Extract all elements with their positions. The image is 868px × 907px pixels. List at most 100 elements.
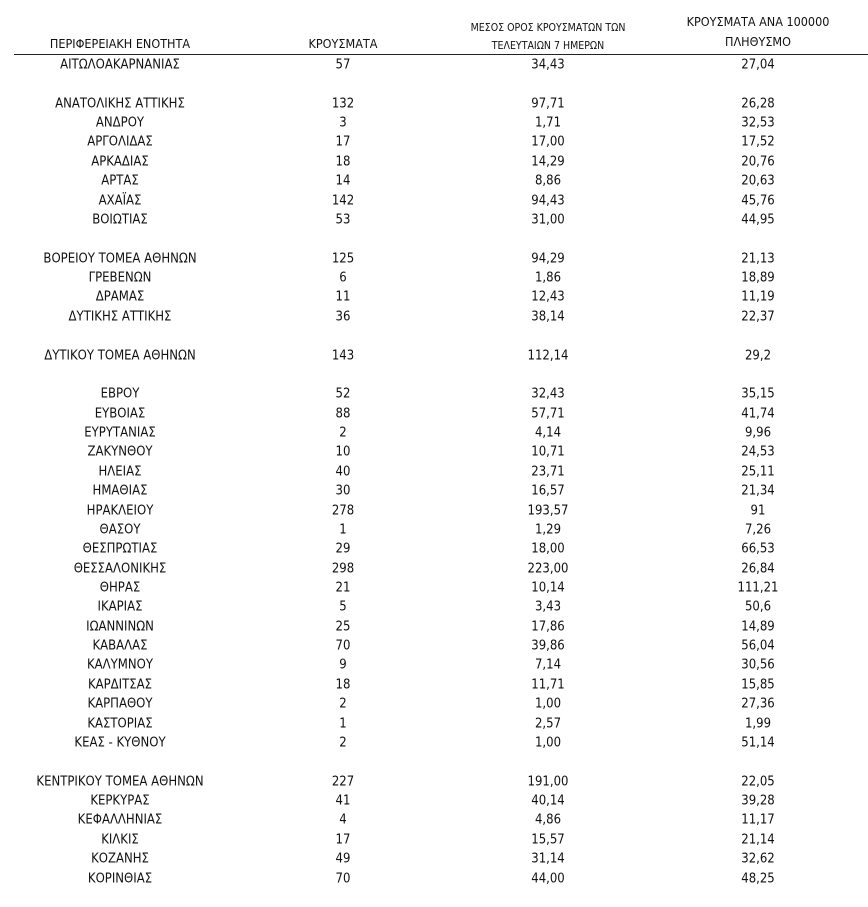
region: ΘΕΣΠΡΩΤΙΑΣ: [82, 541, 158, 557]
seven-day-average: 18,00: [531, 541, 565, 557]
header-cell: ΚΡΟΥΣΜΑΤΑ ΑΝΑ 100000: [686, 13, 830, 29]
cases-per-100k: 7,26: [744, 522, 772, 538]
seven-day-average: 31,14: [531, 851, 565, 867]
region: ΓΡΕΒΕΝΩΝ: [88, 270, 152, 286]
cases-per-100k: 27,36: [741, 696, 775, 712]
cases: 57: [335, 57, 351, 73]
cases-per-100k: 18,89: [741, 270, 775, 286]
seven-day-average: 4,86: [534, 812, 562, 828]
cases-per-100k: 14,89: [741, 619, 775, 635]
cases: 3: [339, 115, 347, 131]
region: ΚΑΒΑΛΑΣ: [92, 638, 148, 654]
cases-per-100k: 48,25: [741, 871, 775, 887]
cases-per-100k: 22,37: [741, 309, 775, 325]
cases-per-100k: 11,19: [741, 289, 775, 305]
seven-day-average: 12,43: [531, 289, 565, 305]
cases-per-100k: 30,56: [741, 657, 775, 673]
cases: 1: [339, 716, 347, 732]
seven-day-average: 3,43: [534, 599, 562, 615]
seven-day-average: 4,14: [534, 425, 562, 441]
cases: 40: [335, 464, 351, 480]
cases-per-100k: 20,76: [741, 154, 775, 170]
region: ΚΟΡΙΝΘΙΑΣ: [87, 871, 153, 887]
region: ΙΩΑΝΝΙΝΩΝ: [86, 619, 154, 635]
cases-per-100k: 9,96: [744, 425, 772, 441]
cases-per-100k: 26,28: [741, 96, 775, 112]
seven-day-average: 31,00: [531, 212, 565, 228]
region: ΖΑΚΥΝΘΟΥ: [87, 444, 153, 460]
cases-per-100k: 56,04: [741, 638, 775, 654]
seven-day-average: 191,00: [527, 774, 569, 790]
region: ΚΕΑΣ - ΚΥΘΝΟΥ: [74, 735, 166, 751]
cases: 142: [331, 193, 355, 209]
cases-per-100k: 1,99: [744, 716, 772, 732]
region: ΑΝΑΤΟΛΙΚΗΣ ΑΤΤΙΚΗΣ: [55, 96, 185, 112]
cases: 5: [339, 599, 347, 615]
cases-per-100k: 35,15: [741, 386, 775, 402]
cases: 2: [339, 425, 347, 441]
header-rule: [14, 54, 868, 55]
region: ΕΒΡΟΥ: [100, 386, 140, 402]
cases: 88: [335, 406, 351, 422]
cases-per-100k: 22,05: [741, 774, 775, 790]
cases: 143: [331, 348, 355, 364]
cases: 53: [335, 212, 351, 228]
region: ΘΑΣΟΥ: [99, 522, 141, 538]
header-cell: ΠΛΗΘΥΣΜΟ: [725, 33, 791, 49]
cases: 10: [335, 444, 351, 460]
cases-per-100k: 15,85: [741, 677, 775, 693]
cases-per-100k: 41,74: [741, 406, 775, 422]
cases: 278: [331, 503, 355, 518]
cases-per-100k: 27,04: [741, 57, 775, 73]
region: ΑΙΤΩΛΟΑΚΑΡΝΑΝΙΑΣ: [60, 57, 180, 73]
region: ΗΛΕΙΑΣ: [98, 464, 142, 480]
region: ΑΧΑΪΑΣ: [98, 193, 142, 209]
header-cell: ΚΡΟΥΣΜΑΤΑ: [308, 35, 378, 51]
seven-day-average: 57,71: [531, 406, 565, 422]
seven-day-average: 94,43: [531, 193, 565, 209]
cases: 36: [335, 309, 351, 325]
cases: 29: [335, 541, 351, 557]
cases: 9: [339, 657, 347, 673]
seven-day-average: 10,14: [531, 580, 565, 596]
region: ΗΡΑΚΛΕΙΟΥ: [86, 503, 154, 518]
seven-day-average: 223,00: [527, 561, 569, 577]
seven-day-average: 1,71: [534, 115, 562, 131]
seven-day-average: 2,57: [534, 716, 562, 732]
region: ΚΑΛΥΜΝΟΥ: [87, 657, 153, 673]
cases: 17: [335, 134, 351, 150]
region: ΚΑΡΔΙΤΣΑΣ: [87, 677, 153, 693]
seven-day-average: 1,29: [534, 522, 562, 538]
cases: 125: [331, 251, 355, 267]
cases-per-100k: 26,84: [741, 561, 775, 577]
header-cell: ΤΕΛΕΥΤΑΙΩΝ 7 ΗΜΕΡΩΝ: [491, 39, 605, 52]
region: ΚΕΦΑΛΛΗΝΙΑΣ: [77, 812, 163, 828]
region: ΑΡΓΟΛΙΔΑΣ: [87, 134, 153, 150]
seven-day-average: 40,14: [531, 793, 565, 809]
seven-day-average: 112,14: [527, 348, 569, 364]
seven-day-average: 14,29: [531, 154, 565, 170]
cases-per-100k: 21,34: [741, 483, 775, 499]
region: ΒΟΡΕΙΟΥ ΤΟΜΕΑ ΑΘΗΝΩΝ: [43, 251, 197, 267]
seven-day-average: 10,71: [531, 444, 565, 460]
cases-per-100k: 45,76: [741, 193, 775, 209]
region: ΚΑΡΠΑΘΟΥ: [87, 696, 153, 712]
cases: 6: [339, 270, 347, 286]
cases: 70: [335, 871, 351, 887]
seven-day-average: 7,14: [534, 657, 562, 673]
cases: 18: [335, 677, 351, 693]
seven-day-average: 44,00: [531, 871, 565, 887]
cases: 4: [339, 812, 347, 828]
region: ΑΡΚΑΔΙΑΣ: [91, 154, 149, 170]
seven-day-average: 94,29: [531, 251, 565, 267]
cases-per-100k: 44,95: [741, 212, 775, 228]
region: ΚΑΣΤΟΡΙΑΣ: [87, 716, 153, 732]
header-cell: ΜΕΣΟΣ ΟΡΟΣ ΚΡΟΥΣΜΑΤΩΝ ΤΩΝ: [470, 21, 626, 34]
cases-per-100k: 111,21: [737, 580, 779, 596]
region: ΔΥΤΙΚΟΥ ΤΟΜΕΑ ΑΘΗΝΩΝ: [44, 348, 196, 364]
cases: 41: [335, 793, 351, 809]
region: ΚΙΛΚΙΣ: [101, 832, 139, 848]
seven-day-average: 39,86: [531, 638, 565, 654]
cases: 11: [335, 289, 351, 305]
cases-per-100k: 51,14: [741, 735, 775, 751]
